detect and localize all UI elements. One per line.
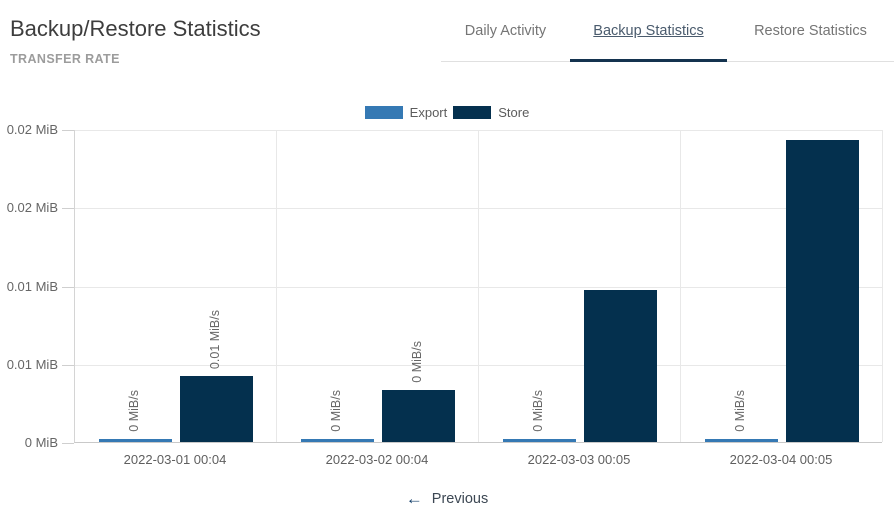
bar-value-label: 0 MiB/s: [410, 341, 424, 383]
bar-value-label: 0 MiB/s: [531, 390, 545, 432]
x-axis-label: 2022-03-03 00:05: [527, 452, 631, 467]
x-axis-label: 2022-03-04 00:05: [729, 452, 833, 467]
plot-area: 0 MiB/s 0 MiB/s 0 MiB/s 0 MiB/s 0.01 MiB/s 0 …: [74, 130, 883, 443]
x-axis-label: 2022-03-02 00:04: [325, 452, 429, 467]
tab-restore-statistics[interactable]: Restore Statistics: [754, 22, 867, 39]
gridline: [276, 130, 277, 442]
y-axis-tick-label: 0.02 MiB: [6, 200, 58, 215]
y-axis-tick: [62, 443, 74, 444]
page-subtitle: TRANSFER RATE: [10, 52, 120, 66]
gridline: [478, 130, 479, 442]
bar-export: [705, 439, 778, 442]
gridline: [680, 130, 681, 442]
y-axis-tick: [62, 287, 74, 288]
y-axis-tick-label: 0.02 MiB: [6, 122, 58, 137]
bar-store: [382, 390, 455, 442]
chart-legend: Export Store: [0, 105, 894, 120]
bar-value-label: 0.01 MiB/s: [208, 309, 222, 369]
legend-item-export[interactable]: Export: [364, 105, 448, 120]
y-axis-tick: [62, 365, 74, 366]
store-swatch-icon: [453, 106, 492, 119]
tab-daily-activity[interactable]: Daily Activity: [464, 22, 547, 39]
bar-store: [786, 140, 859, 442]
legend-item-store[interactable]: Store: [453, 105, 529, 120]
legend-label: Export: [409, 105, 448, 120]
bar-export: [301, 439, 374, 442]
bar-value-label: 0 MiB/s: [127, 390, 141, 432]
gridline: [882, 130, 883, 442]
x-axis-label: 2022-03-01 00:04: [123, 452, 227, 467]
tab-bar: Daily Activity Backup Statistics Restore…: [441, 0, 894, 62]
transfer-rate-chart: 0 MiB/s 0 MiB/s 0 MiB/s 0 MiB/s 0.01 MiB/s 0 …: [0, 122, 894, 470]
y-axis-tick: [62, 208, 74, 209]
legend-label: Store: [498, 105, 530, 120]
active-tab-indicator: [570, 59, 727, 62]
y-axis-tick-label: 0 MiB: [24, 435, 58, 450]
previous-label: Previous: [431, 490, 489, 507]
y-axis-tick: [62, 130, 74, 131]
bar-value-label: 0 MiB/s: [733, 390, 747, 432]
y-axis-tick-label: 0.01 MiB: [6, 357, 58, 372]
export-swatch-icon: [364, 106, 403, 119]
bar-export: [503, 439, 576, 442]
bar-value-label: 0 MiB/s: [329, 390, 343, 432]
page-title: Backup/Restore Statistics: [10, 16, 261, 41]
tab-backup-statistics[interactable]: Backup Statistics: [593, 22, 704, 39]
previous-button[interactable]: ← Previous: [0, 490, 894, 507]
bar-store: [180, 376, 253, 442]
bar-export: [99, 439, 172, 442]
left-arrow-icon: ←: [405, 489, 423, 508]
bar-store: [584, 290, 657, 442]
y-axis-tick-label: 0.01 MiB: [6, 279, 58, 294]
